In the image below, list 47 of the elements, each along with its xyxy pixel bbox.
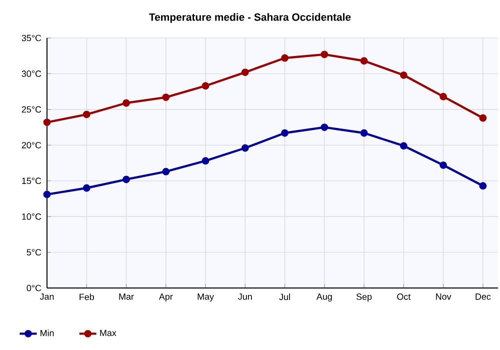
x-tick-label: Jun (238, 294, 252, 300)
point (360, 129, 368, 137)
point (281, 54, 288, 62)
point (400, 71, 408, 79)
point (479, 182, 487, 190)
x-tick-label: Jul (279, 294, 290, 300)
point (162, 168, 170, 176)
x-tick-label: Oct (397, 294, 411, 300)
point (43, 190, 51, 198)
x-tick-label: Nov (436, 294, 452, 300)
y-tick-label: 5°C (26, 249, 42, 256)
x-tick-label: Aug (316, 294, 332, 302)
y-tick-label: 25°C (22, 106, 42, 113)
point (202, 157, 210, 165)
y-tick-label: 10°C (22, 213, 42, 220)
point (162, 94, 170, 101)
point (122, 176, 130, 184)
chart-title: Temperature medie - Sahara Occidentale (149, 13, 351, 23)
point (479, 114, 487, 122)
legend-label: Max (100, 330, 116, 336)
y-tick-label: 30°C (22, 70, 42, 77)
point (241, 144, 249, 152)
point (281, 129, 288, 137)
point (202, 82, 210, 90)
point (400, 142, 408, 150)
legend-label: Min (40, 330, 54, 336)
x-tick-label: Mar (119, 294, 134, 300)
point (122, 99, 130, 107)
y-tick-label: 0°C (26, 284, 42, 292)
point (82, 110, 90, 118)
x-tick-label: Sep (356, 294, 372, 302)
x-tick-label: Dec (476, 294, 491, 300)
x-tick-label: Jan (40, 294, 54, 300)
point (320, 50, 328, 58)
point (440, 92, 448, 100)
y-tick-label: 20°C (22, 142, 42, 148)
point (241, 68, 249, 76)
x-tick-label: Apr (158, 294, 173, 302)
y-tick-label: 15°C (22, 178, 42, 184)
x-tick-label: Feb (80, 294, 94, 300)
point (440, 161, 448, 169)
point (43, 118, 51, 126)
x-tick-label: May (198, 294, 214, 302)
point (320, 124, 328, 131)
point (82, 184, 90, 192)
y-tick-label: 35°C (22, 34, 42, 42)
point (360, 57, 368, 65)
